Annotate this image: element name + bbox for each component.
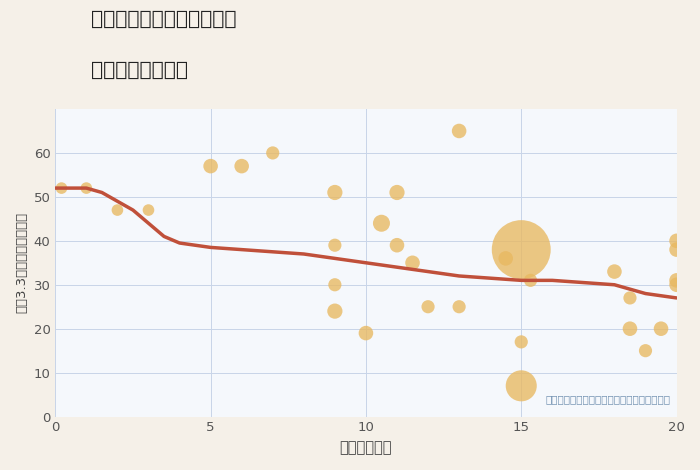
Point bbox=[56, 184, 67, 192]
Point bbox=[624, 294, 636, 302]
Point bbox=[205, 162, 216, 170]
Point bbox=[423, 303, 434, 311]
Point bbox=[454, 303, 465, 311]
Point bbox=[516, 338, 527, 345]
Point bbox=[236, 162, 247, 170]
Y-axis label: 坪（3.3㎡）単価（万円）: 坪（3.3㎡）単価（万円） bbox=[15, 212, 28, 313]
Point bbox=[360, 329, 372, 337]
Point bbox=[525, 277, 536, 284]
Point bbox=[454, 127, 465, 135]
Point bbox=[624, 325, 636, 332]
Point bbox=[329, 242, 340, 249]
Point bbox=[329, 189, 340, 196]
Point bbox=[655, 325, 666, 332]
Point bbox=[329, 307, 340, 315]
Point bbox=[516, 246, 527, 253]
Point bbox=[671, 277, 682, 284]
Point bbox=[609, 268, 620, 275]
Text: 奈良県奈良市油阪地方町の: 奈良県奈良市油阪地方町の bbox=[91, 9, 237, 28]
Point bbox=[671, 281, 682, 289]
Point bbox=[407, 259, 418, 266]
Text: 駅距離別土地価格: 駅距離別土地価格 bbox=[91, 61, 188, 80]
Point bbox=[143, 206, 154, 214]
Point bbox=[640, 347, 651, 354]
Point bbox=[267, 149, 279, 157]
Point bbox=[376, 219, 387, 227]
X-axis label: 駅距離（分）: 駅距離（分） bbox=[340, 440, 392, 455]
Point bbox=[391, 189, 402, 196]
Point bbox=[80, 184, 92, 192]
Point bbox=[671, 246, 682, 253]
Text: 円の大きさは、取引のあった物件面積を示す: 円の大きさは、取引のあった物件面積を示す bbox=[545, 394, 671, 404]
Point bbox=[329, 281, 340, 289]
Point bbox=[671, 237, 682, 244]
Point bbox=[516, 382, 527, 390]
Point bbox=[112, 206, 123, 214]
Point bbox=[391, 242, 402, 249]
Point bbox=[500, 255, 511, 262]
